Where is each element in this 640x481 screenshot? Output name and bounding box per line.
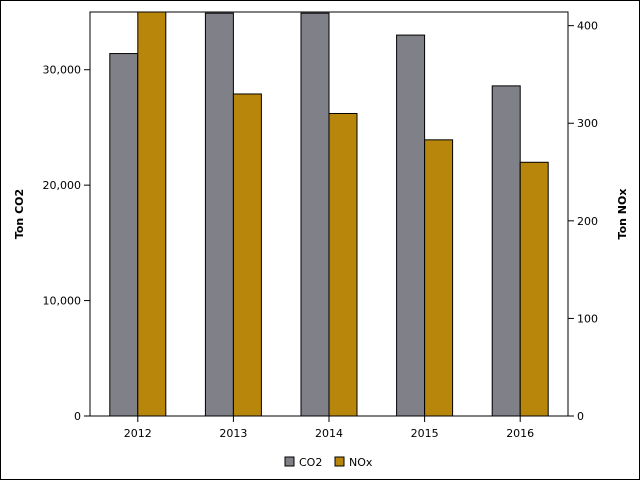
bars-group [109,11,549,417]
left-tick-label-30000: 30,000 [43,64,82,77]
bar-nox-2012 [137,11,167,417]
bar-co2-2015 [396,34,426,417]
x-tick-label-2012: 2012 [124,427,152,440]
x-tick-label-2015: 2015 [411,427,439,440]
bar-co2-2012 [109,53,139,417]
left-tick-label-0: 0 [74,410,81,423]
right-axis-title: Ton NOx [616,189,629,240]
left-y-axis: 0 10,000 20,000 30,000 [43,64,90,423]
left-axis-title: Ton CO2 [13,189,26,239]
right-tick-label-300: 300 [577,117,598,130]
bar-co2-2013 [204,12,234,417]
bar-nox-2016 [519,161,549,417]
x-tick-label-2016: 2016 [506,427,534,440]
legend-label-nox: NOx [349,456,373,469]
legend: CO2 NOx [284,456,373,469]
legend-swatch-co2 [284,456,295,467]
right-tick-label-0: 0 [577,410,584,423]
x-axis: 2012 2013 2014 2015 2016 [124,416,534,440]
left-tick-label-20000: 20,000 [43,179,82,192]
bar-nox-2014 [328,112,358,417]
legend-swatch-nox [334,456,345,467]
bar-co2-2014 [300,12,330,417]
right-y-axis: 0 100 200 300 400 [568,20,598,423]
right-tick-label-400: 400 [577,20,598,33]
x-tick-label-2013: 2013 [219,427,247,440]
left-tick-label-10000: 10,000 [43,295,82,308]
legend-label-co2: CO2 [299,456,322,469]
right-tick-label-200: 200 [577,215,598,228]
bar-co2-2016 [491,85,521,417]
right-tick-label-100: 100 [577,312,598,325]
x-tick-label-2014: 2014 [315,427,343,440]
bar-nox-2013 [232,93,262,417]
bar-nox-2015 [424,139,454,417]
